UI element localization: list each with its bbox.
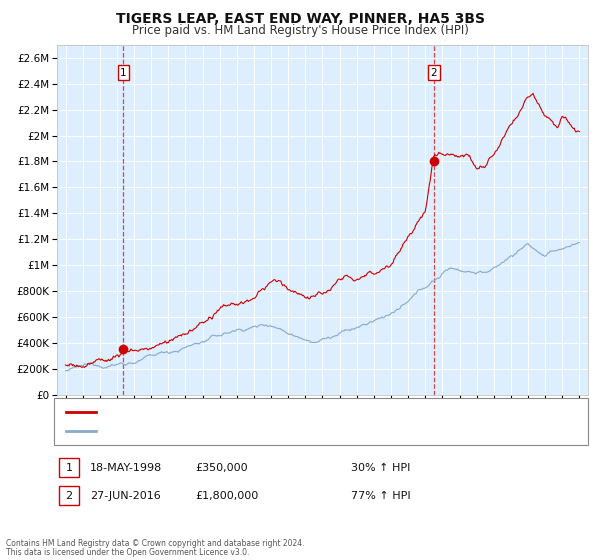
Text: 27-JUN-2016: 27-JUN-2016 <box>90 491 161 501</box>
Text: 1: 1 <box>120 68 127 78</box>
Text: 2: 2 <box>65 491 73 501</box>
Text: Contains HM Land Registry data © Crown copyright and database right 2024.: Contains HM Land Registry data © Crown c… <box>6 539 305 548</box>
Text: HPI: Average price, detached house, Harrow: HPI: Average price, detached house, Harr… <box>102 426 318 436</box>
Text: TIGERS LEAP, EAST END WAY, PINNER, HA5 3BS: TIGERS LEAP, EAST END WAY, PINNER, HA5 3… <box>115 12 485 26</box>
Text: This data is licensed under the Open Government Licence v3.0.: This data is licensed under the Open Gov… <box>6 548 250 557</box>
Text: 77% ↑ HPI: 77% ↑ HPI <box>351 491 410 501</box>
Text: 2: 2 <box>430 68 437 78</box>
Text: 30% ↑ HPI: 30% ↑ HPI <box>351 463 410 473</box>
Text: £350,000: £350,000 <box>195 463 248 473</box>
Text: 1: 1 <box>65 463 73 473</box>
Text: TIGERS LEAP, EAST END WAY, PINNER, HA5 3BS (detached house): TIGERS LEAP, EAST END WAY, PINNER, HA5 3… <box>102 407 425 417</box>
Text: Price paid vs. HM Land Registry's House Price Index (HPI): Price paid vs. HM Land Registry's House … <box>131 24 469 36</box>
Text: 18-MAY-1998: 18-MAY-1998 <box>90 463 162 473</box>
Text: £1,800,000: £1,800,000 <box>195 491 258 501</box>
